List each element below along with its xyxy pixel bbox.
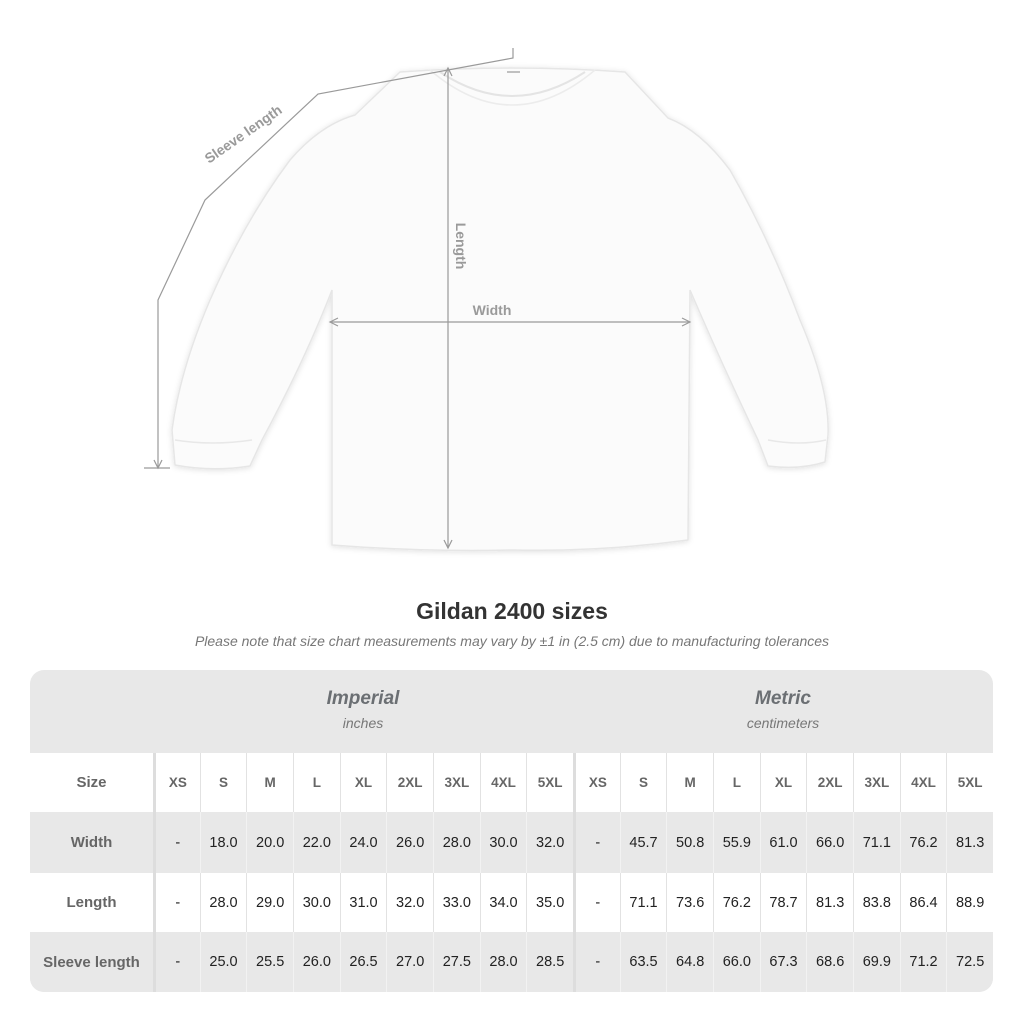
- metric-value-cell: 76.2: [899, 812, 947, 873]
- size-column-header: 4XL: [899, 753, 947, 812]
- metric-value-cell: 83.8: [853, 873, 900, 932]
- size-column-header: S: [619, 753, 667, 812]
- imperial-value-cell: 30.0: [293, 873, 340, 932]
- imperial-value-cell: 26.5: [339, 932, 387, 992]
- size-column-header: 3XL: [433, 753, 480, 812]
- metric-value-cell: 72.5: [946, 932, 993, 992]
- imperial-unit: inches: [342, 715, 384, 731]
- metric-value-cell: 50.8: [666, 812, 713, 873]
- imperial-value-cell: 32.0: [386, 873, 433, 932]
- imperial-value-cell: 28.0: [433, 812, 480, 873]
- imperial-value-cell: 27.0: [386, 932, 433, 992]
- imperial-value-cell: 22.0: [293, 812, 340, 873]
- imperial-value-cell: -: [153, 932, 200, 992]
- metric-value-cell: 66.0: [806, 812, 853, 873]
- metric-value-cell: -: [573, 873, 620, 932]
- metric-value-cell: 76.2: [713, 873, 760, 932]
- size-column-header: 4XL: [479, 753, 527, 812]
- metric-value-cell: 71.1: [619, 873, 667, 932]
- metric-value-cell: 69.9: [853, 932, 900, 992]
- imperial-value-cell: 26.0: [386, 812, 433, 873]
- metric-value-cell: 81.3: [946, 812, 993, 873]
- size-header-label: Size: [30, 753, 153, 812]
- page-title: Gildan 2400 sizes: [416, 598, 608, 624]
- measurement-lines: [144, 48, 692, 550]
- metric-value-cell: 61.0: [759, 812, 807, 873]
- metric-value-cell: 86.4: [899, 873, 947, 932]
- metric-unit: centimeters: [746, 715, 820, 731]
- metric-value-cell: -: [573, 932, 620, 992]
- size-column-header: XL: [759, 753, 807, 812]
- metric-value-cell: 45.7: [619, 812, 667, 873]
- size-column-header: L: [713, 753, 760, 812]
- size-column-header: M: [666, 753, 713, 812]
- metric-value-cell: 71.1: [853, 812, 900, 873]
- row-label: Length: [30, 873, 153, 932]
- imperial-value-cell: 32.0: [526, 812, 573, 873]
- size-column-header: 5XL: [526, 753, 573, 812]
- sleeve-length-line: [157, 48, 514, 468]
- imperial-value-cell: 27.5: [433, 932, 480, 992]
- imperial-value-cell: 18.0: [199, 812, 247, 873]
- row-label: Sleeve length: [30, 932, 153, 992]
- metric-title: Metric: [755, 688, 811, 709]
- metric-value-cell: 66.0: [713, 932, 760, 992]
- metric-value-cell: 55.9: [713, 812, 760, 873]
- imperial-value-cell: 25.0: [199, 932, 247, 992]
- size-column-header: XS: [153, 753, 200, 812]
- length-label: Length: [453, 223, 469, 270]
- imperial-value-cell: 34.0: [479, 873, 527, 932]
- tolerance-note: Please note that size chart measurements…: [194, 633, 830, 649]
- size-column-header: XS: [573, 753, 620, 812]
- size-column-header: S: [199, 753, 247, 812]
- metric-value-cell: 88.9: [946, 873, 993, 932]
- metric-value-cell: 64.8: [666, 932, 713, 992]
- row-label: Width: [30, 812, 153, 873]
- size-column-header: 2XL: [806, 753, 853, 812]
- size-column-header: 3XL: [853, 753, 900, 812]
- metric-value-cell: 71.2: [899, 932, 947, 992]
- metric-value-cell: 73.6: [666, 873, 713, 932]
- imperial-value-cell: 24.0: [339, 812, 387, 873]
- size-column-header: 5XL: [946, 753, 993, 812]
- imperial-value-cell: 30.0: [479, 812, 527, 873]
- imperial-value-cell: 35.0: [526, 873, 573, 932]
- metric-value-cell: 63.5: [619, 932, 667, 992]
- metric-value-cell: 67.3: [759, 932, 807, 992]
- imperial-value-cell: 29.0: [246, 873, 293, 932]
- size-column-header: M: [246, 753, 293, 812]
- metric-value-cell: 68.6: [806, 932, 853, 992]
- size-column-header: 2XL: [386, 753, 433, 812]
- imperial-value-cell: -: [153, 812, 200, 873]
- imperial-value-cell: 31.0: [339, 873, 387, 932]
- size-grid: Size XS S M L XL 2XL 3XL 4XL 5XL XS S M L XL 2XL 3XL 4XL 5…: [30, 753, 993, 992]
- metric-value-cell: -: [573, 812, 620, 873]
- metric-header: Metric centimeters: [573, 670, 993, 753]
- imperial-value-cell: 20.0: [246, 812, 293, 873]
- width-label: Width: [473, 302, 512, 318]
- long-sleeve-shirt-image: [171, 67, 829, 552]
- sleeve-length-label: Sleeve length: [202, 101, 285, 166]
- size-chart-table: Imperial inches Metric centimeters Size X…: [30, 670, 993, 992]
- shirt-measurement-diagram: Sleeve length Length Width: [144, 48, 829, 552]
- imperial-value-cell: 25.5: [246, 932, 293, 992]
- imperial-value-cell: 28.0: [479, 932, 527, 992]
- size-column-header: XL: [339, 753, 387, 812]
- imperial-value-cell: -: [153, 873, 200, 932]
- imperial-header: Imperial inches: [153, 670, 573, 753]
- imperial-title: Imperial: [326, 688, 400, 709]
- imperial-value-cell: 26.0: [293, 932, 340, 992]
- metric-value-cell: 78.7: [759, 873, 807, 932]
- size-column-header: L: [293, 753, 340, 812]
- imperial-value-cell: 33.0: [433, 873, 480, 932]
- imperial-value-cell: 28.0: [199, 873, 247, 932]
- imperial-value-cell: 28.5: [526, 932, 573, 992]
- metric-value-cell: 81.3: [806, 873, 853, 932]
